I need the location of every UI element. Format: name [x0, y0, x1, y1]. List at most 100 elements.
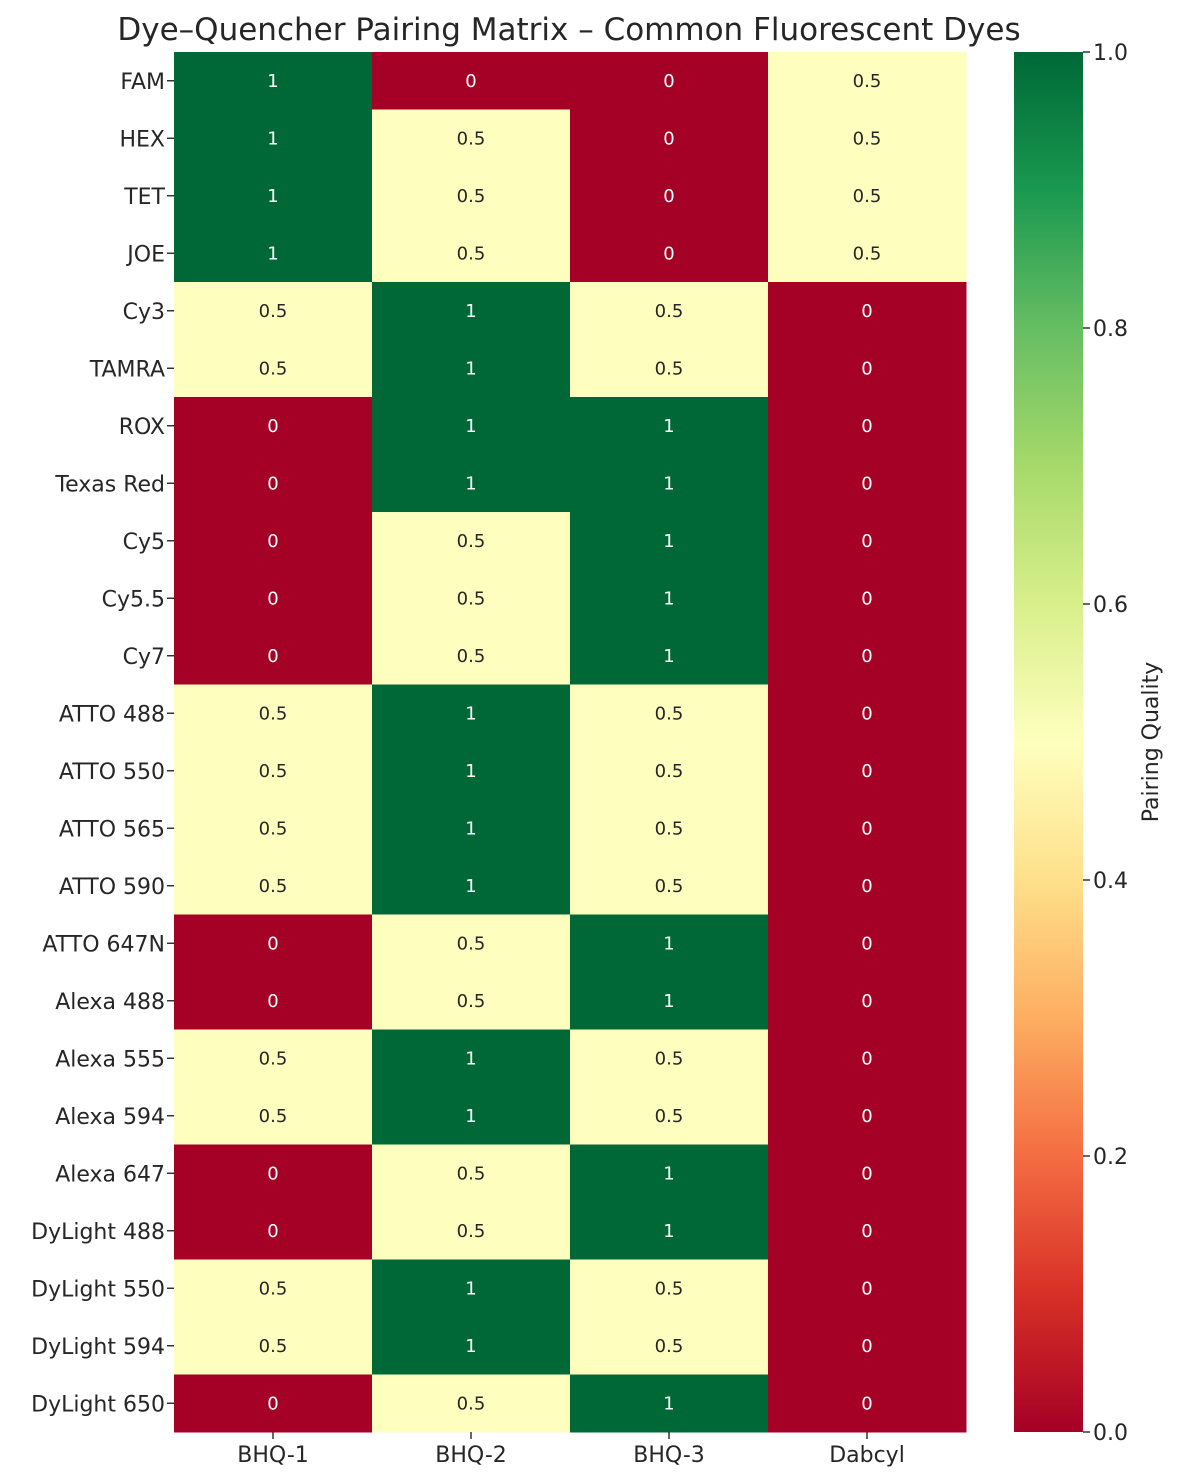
- colorbar: 0.0 0.2 0.4 0.6 0.8 1.0: [1014, 41, 1128, 1446]
- cell-value-label: 0.5: [655, 301, 684, 322]
- cell-value-label: 0: [267, 588, 278, 609]
- heatmap-cell: [570, 1087, 769, 1145]
- cell-value-label: 0: [861, 1221, 872, 1242]
- heatmap-cell: [372, 627, 571, 685]
- heatmap-cell: [768, 167, 967, 225]
- cell-value-label: 0.5: [853, 128, 882, 149]
- heatmap-cell: [372, 1317, 571, 1375]
- heatmap-cell: [768, 1087, 967, 1145]
- cell-value-label: 0.5: [457, 588, 486, 609]
- heatmap-cell: [372, 167, 571, 225]
- heatmap-cell: [768, 109, 967, 168]
- cell-value-label: 1: [465, 1336, 476, 1357]
- y-tick-label: ATTO 647N: [42, 932, 165, 957]
- heatmap-cell: [372, 1144, 571, 1203]
- y-tick-label: Cy5: [123, 530, 165, 555]
- cell-value-label: 0: [861, 1106, 872, 1127]
- heatmap-cell: [768, 512, 967, 570]
- cell-value-label: 1: [663, 991, 674, 1012]
- heatmap-cell: [174, 109, 373, 168]
- y-tick-label: FAM: [120, 70, 165, 95]
- heatmap-cell: [174, 1259, 373, 1318]
- cell-value-label: 0: [861, 1048, 872, 1069]
- cell-value-label: 0.5: [655, 1336, 684, 1357]
- y-tick-label: Alexa 594: [55, 1105, 165, 1130]
- heatmap-cell: [768, 627, 967, 685]
- cell-value-label: 0: [861, 473, 872, 494]
- cell-value-label: 0: [861, 1393, 872, 1414]
- cell-value-label: 0.5: [457, 933, 486, 954]
- heatmap-cell: [570, 684, 769, 743]
- cell-value-label: 0: [861, 588, 872, 609]
- heatmap-cell: [174, 569, 373, 628]
- cell-value-label: 0: [861, 991, 872, 1012]
- y-tick-label: ATTO 488: [59, 702, 165, 727]
- heatmap-cell: [174, 339, 373, 398]
- cell-value-label: 0: [267, 531, 278, 552]
- x-tick-label: BHQ-3: [633, 1443, 705, 1468]
- cell-value-label: 0: [663, 128, 674, 149]
- cell-value-label: 1: [465, 818, 476, 839]
- y-tick-label: Cy3: [123, 300, 165, 325]
- heatmap-cell: [372, 1029, 571, 1088]
- cell-value-label: 1: [267, 243, 278, 264]
- y-tick-label: TAMRA: [89, 357, 165, 382]
- heatmap-cell: [768, 742, 967, 800]
- heatmap-cell: [372, 799, 571, 858]
- chart-title: Dye–Quencher Pairing Matrix – Common Flu…: [117, 12, 1020, 48]
- heatmap-cell: [174, 914, 373, 973]
- cell-value-label: 1: [465, 876, 476, 897]
- heatmap-cell: [372, 1259, 571, 1318]
- cell-value-label: 0.5: [457, 646, 486, 667]
- y-tick-label: ROX: [119, 415, 165, 440]
- cell-value-label: 0.5: [655, 876, 684, 897]
- heatmap-cell: [570, 339, 769, 398]
- heatmap-cell: [372, 1087, 571, 1145]
- y-tick-label: HEX: [119, 127, 165, 152]
- heatmap-cell: [372, 742, 571, 800]
- cell-value-label: 1: [465, 358, 476, 379]
- heatmap-cell: [768, 339, 967, 398]
- y-tick-label: DyLight 550: [31, 1277, 165, 1302]
- colorbar-tick-label: 0.2: [1093, 1145, 1128, 1170]
- y-tick-label: Alexa 488: [55, 990, 165, 1015]
- cell-value-label: 1: [465, 473, 476, 494]
- cell-value-label: 1: [465, 416, 476, 437]
- x-tick-label: Dabcyl: [829, 1443, 905, 1468]
- heatmap-cell: [768, 684, 967, 743]
- heatmap-cell: [570, 914, 769, 973]
- cell-value-label: 1: [663, 531, 674, 552]
- heatmap-cell: [768, 569, 967, 628]
- cell-value-label: 1: [465, 1048, 476, 1069]
- cell-value-label: 0: [861, 1336, 872, 1357]
- cell-value-label: 0: [465, 71, 476, 92]
- heatmap-cell: [372, 52, 571, 110]
- heatmap-cell: [768, 1317, 967, 1375]
- cell-value-label: 1: [267, 186, 278, 207]
- heatmap-cell: [570, 52, 769, 110]
- cell-value-label: 0.5: [655, 1106, 684, 1127]
- cell-value-label: 0: [267, 991, 278, 1012]
- cell-value-label: 1: [465, 703, 476, 724]
- heatmap-cell: [372, 339, 571, 398]
- y-tick-label: TET: [123, 185, 165, 210]
- heatmap-cell: [570, 224, 769, 283]
- heatmap-cell: [768, 914, 967, 973]
- y-tick-label: Alexa 647: [55, 1162, 165, 1187]
- cell-value-label: 0: [267, 473, 278, 494]
- heatmap-cell: [174, 857, 373, 915]
- y-tick-label: Cy5.5: [102, 587, 165, 612]
- cell-value-label: 1: [465, 761, 476, 782]
- y-tick-label: JOE: [125, 242, 165, 267]
- colorbar-tick-label: 0.4: [1093, 869, 1128, 894]
- heatmap-cell: [768, 397, 967, 455]
- cell-value-label: 0.5: [259, 358, 288, 379]
- cell-value-label: 1: [663, 646, 674, 667]
- y-tick-label: Cy7: [123, 645, 165, 670]
- heatmap-cell: [372, 512, 571, 570]
- heatmap-cell: [570, 1202, 769, 1260]
- cell-value-label: 0.5: [457, 1221, 486, 1242]
- cell-value-label: 0: [267, 416, 278, 437]
- cell-value-label: 0: [861, 876, 872, 897]
- heatmap-cell: [570, 857, 769, 915]
